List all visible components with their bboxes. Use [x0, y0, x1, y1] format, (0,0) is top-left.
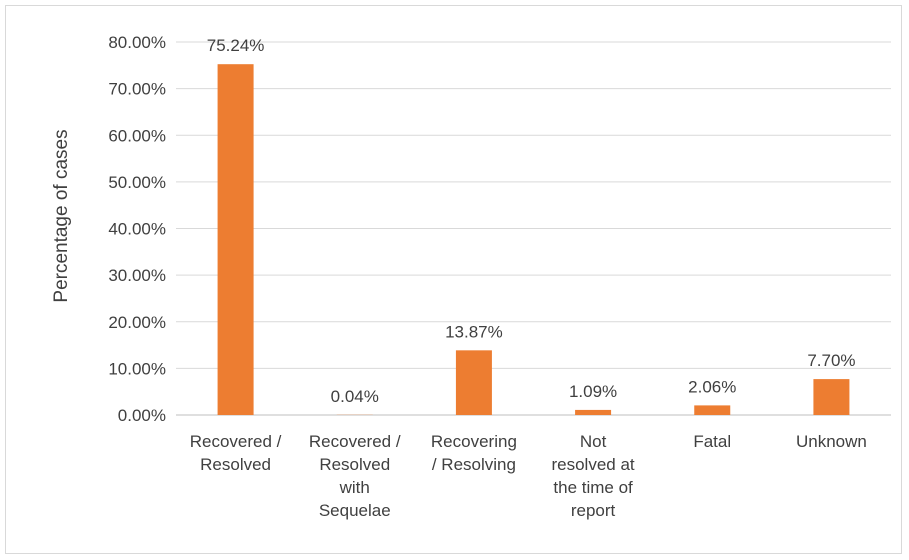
y-tick-label: 70.00%	[108, 80, 166, 99]
gridlines	[176, 42, 891, 415]
data-label: 1.09%	[569, 382, 617, 401]
y-tick-label: 10.00%	[108, 359, 166, 378]
data-label: 75.24%	[207, 36, 265, 55]
data-labels: 75.24% 0.04% 13.87% 1.09% 2.06% 7.70%	[207, 36, 856, 406]
bar-chart: 0.00% 10.00% 20.00% 30.00% 40.00% 50.00% 60.00…	[6, 6, 903, 555]
y-axis-ticks: 0.00% 10.00% 20.00% 30.00% 40.00% 50.00% 60.00…	[108, 33, 166, 425]
chart-frame: 0.00% 10.00% 20.00% 30.00% 40.00% 50.00% 60.00…	[5, 5, 902, 554]
y-tick-label: 20.00%	[108, 313, 166, 332]
x-tick-label: Recovering/ Resolving	[431, 432, 517, 474]
data-label: 2.06%	[688, 377, 736, 396]
y-tick-label: 40.00%	[108, 220, 166, 239]
bar	[813, 379, 849, 415]
y-tick-label: 80.00%	[108, 33, 166, 52]
bar	[456, 350, 492, 415]
data-label: 13.87%	[445, 322, 503, 341]
x-tick-label: Fatal	[693, 432, 731, 451]
bar	[694, 405, 730, 415]
x-tick-label: Recovered /Resolved	[190, 432, 282, 474]
y-tick-label: 60.00%	[108, 126, 166, 145]
data-label: 7.70%	[807, 351, 855, 370]
y-axis-title: Percentage of cases	[51, 129, 72, 302]
y-tick-label: 30.00%	[108, 266, 166, 285]
bars	[218, 64, 850, 415]
bar	[218, 64, 254, 415]
bar	[575, 410, 611, 415]
y-tick-label: 50.00%	[108, 173, 166, 192]
y-tick-label: 0.00%	[118, 406, 166, 425]
x-tick-label: Unknown	[796, 432, 867, 451]
data-label: 0.04%	[331, 387, 379, 406]
